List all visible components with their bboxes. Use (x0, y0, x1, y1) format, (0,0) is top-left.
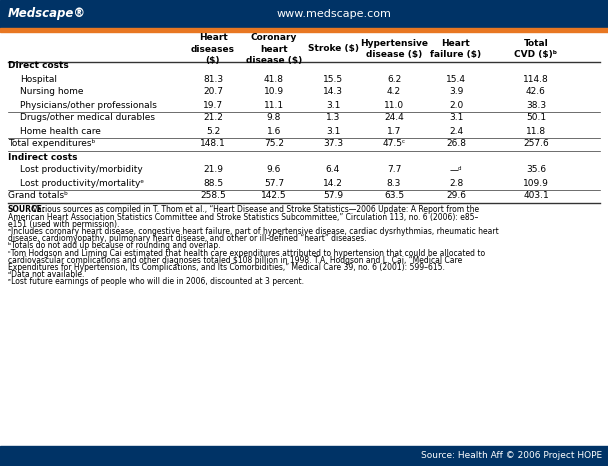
Text: 41.8: 41.8 (264, 75, 284, 83)
Text: American Heart Association Statistics Committee and Stroke Statistics Subcommitt: American Heart Association Statistics Co… (8, 212, 478, 222)
Text: 1.3: 1.3 (326, 114, 340, 123)
Text: 1.6: 1.6 (267, 126, 281, 136)
Text: 8.3: 8.3 (387, 178, 401, 187)
Text: 2.0: 2.0 (449, 101, 463, 110)
Text: 11.1: 11.1 (264, 101, 284, 110)
Text: ᵉLost future earnings of people who will die in 2006, discounted at 3 percent.: ᵉLost future earnings of people who will… (8, 277, 304, 287)
Text: 142.5: 142.5 (261, 192, 287, 200)
Text: 5.2: 5.2 (206, 126, 220, 136)
Text: e151 (used with permission).: e151 (used with permission). (8, 220, 119, 229)
Text: Heart
failure ($): Heart failure ($) (430, 39, 482, 59)
Text: 9.8: 9.8 (267, 114, 281, 123)
Text: Source: Health Aff © 2006 Project HOPE: Source: Health Aff © 2006 Project HOPE (421, 452, 602, 460)
Text: 3.1: 3.1 (449, 114, 463, 123)
Text: Lost productivity/morbidity: Lost productivity/morbidity (20, 165, 143, 174)
Text: 3.1: 3.1 (326, 126, 340, 136)
Text: 4.2: 4.2 (387, 88, 401, 96)
Text: 35.6: 35.6 (526, 165, 546, 174)
Text: Stroke ($): Stroke ($) (308, 44, 359, 54)
Text: 148.1: 148.1 (200, 139, 226, 149)
Text: 10.9: 10.9 (264, 88, 284, 96)
Text: 403.1: 403.1 (523, 192, 549, 200)
Text: www.medscape.com: www.medscape.com (277, 9, 392, 19)
Text: 15.4: 15.4 (446, 75, 466, 83)
Text: disease, cardiomyopathy, pulmonary heart disease, and other or ill-defined “hear: disease, cardiomyopathy, pulmonary heart… (8, 234, 367, 243)
Text: 6.4: 6.4 (326, 165, 340, 174)
Text: Hypertensive
disease ($): Hypertensive disease ($) (360, 39, 428, 59)
Text: Nursing home: Nursing home (20, 88, 83, 96)
Text: Total expendituresᵇ: Total expendituresᵇ (8, 139, 95, 149)
Text: 14.3: 14.3 (323, 88, 343, 96)
Text: 57.9: 57.9 (323, 192, 343, 200)
Text: Indirect costs: Indirect costs (8, 152, 77, 162)
Text: 37.3: 37.3 (323, 139, 343, 149)
Text: 2.4: 2.4 (449, 126, 463, 136)
Text: 109.9: 109.9 (523, 178, 549, 187)
Text: 7.7: 7.7 (387, 165, 401, 174)
Text: 9.6: 9.6 (267, 165, 281, 174)
Text: —ᵈ: —ᵈ (450, 165, 462, 174)
Text: 47.5ᶜ: 47.5ᶜ (382, 139, 406, 149)
Text: 20.7: 20.7 (203, 88, 223, 96)
Text: Total
CVD ($)ᵇ: Total CVD ($)ᵇ (514, 39, 558, 59)
Text: 257.6: 257.6 (523, 139, 549, 149)
Text: Expenditures for Hypertension, Its Complications, and Its Comorbidities,” Medica: Expenditures for Hypertension, Its Compl… (8, 263, 445, 272)
Text: 11.8: 11.8 (526, 126, 546, 136)
Text: 50.1: 50.1 (526, 114, 546, 123)
Text: 1.7: 1.7 (387, 126, 401, 136)
Text: ᵇTotals do not add up because of rounding and overlap.: ᵇTotals do not add up because of roundin… (8, 241, 221, 251)
Text: 14.2: 14.2 (323, 178, 343, 187)
Text: 57.7: 57.7 (264, 178, 284, 187)
Text: ᵈData not available.: ᵈData not available. (8, 270, 85, 279)
Text: Home health care: Home health care (20, 126, 101, 136)
Text: 3.9: 3.9 (449, 88, 463, 96)
Text: Physicians/other professionals: Physicians/other professionals (20, 101, 157, 110)
Text: 15.5: 15.5 (323, 75, 343, 83)
Text: Heart
diseases
($): Heart diseases ($) (191, 34, 235, 65)
Text: Grand totalsᵇ: Grand totalsᵇ (8, 192, 68, 200)
Text: Direct costs: Direct costs (8, 62, 69, 70)
Text: 29.6: 29.6 (446, 192, 466, 200)
Text: ᶜTom Hodgson and Liming Cai estimated that health care expenditures attributed t: ᶜTom Hodgson and Liming Cai estimated th… (8, 249, 485, 258)
Text: 38.3: 38.3 (526, 101, 546, 110)
Text: 2.8: 2.8 (449, 178, 463, 187)
Text: 81.3: 81.3 (203, 75, 223, 83)
Text: 21.2: 21.2 (203, 114, 223, 123)
Text: Coronary
heart
disease ($): Coronary heart disease ($) (246, 34, 302, 65)
Text: ᵃIncludes coronary heart disease, congestive heart failure, part of hypertensive: ᵃIncludes coronary heart disease, conges… (8, 227, 499, 236)
Text: 11.0: 11.0 (384, 101, 404, 110)
Text: Lost productivity/mortalityᵉ: Lost productivity/mortalityᵉ (20, 178, 144, 187)
Text: 258.5: 258.5 (200, 192, 226, 200)
Text: cardiovascular complications and other diagnoses totaled $108 billion in 1998. T: cardiovascular complications and other d… (8, 256, 462, 265)
Text: 114.8: 114.8 (523, 75, 549, 83)
Bar (0, 446, 608, 466)
Text: 3.1: 3.1 (326, 101, 340, 110)
Text: Various sources as compiled in T. Thom et al., “Heart Disease and Stroke Statist: Various sources as compiled in T. Thom e… (30, 206, 479, 214)
Text: 88.5: 88.5 (203, 178, 223, 187)
Text: 19.7: 19.7 (203, 101, 223, 110)
Text: 24.4: 24.4 (384, 114, 404, 123)
Text: Drugs/other medical durables: Drugs/other medical durables (20, 114, 155, 123)
Bar (0, 28, 608, 32)
Text: Hospital: Hospital (20, 75, 57, 83)
Text: 6.2: 6.2 (387, 75, 401, 83)
Text: 63.5: 63.5 (384, 192, 404, 200)
Text: 42.6: 42.6 (526, 88, 546, 96)
Text: Medscape®: Medscape® (8, 7, 86, 21)
Text: 26.8: 26.8 (446, 139, 466, 149)
Text: SOURCE:: SOURCE: (8, 206, 46, 214)
Bar (0, 0, 608, 28)
Text: 21.9: 21.9 (203, 165, 223, 174)
Text: 75.2: 75.2 (264, 139, 284, 149)
